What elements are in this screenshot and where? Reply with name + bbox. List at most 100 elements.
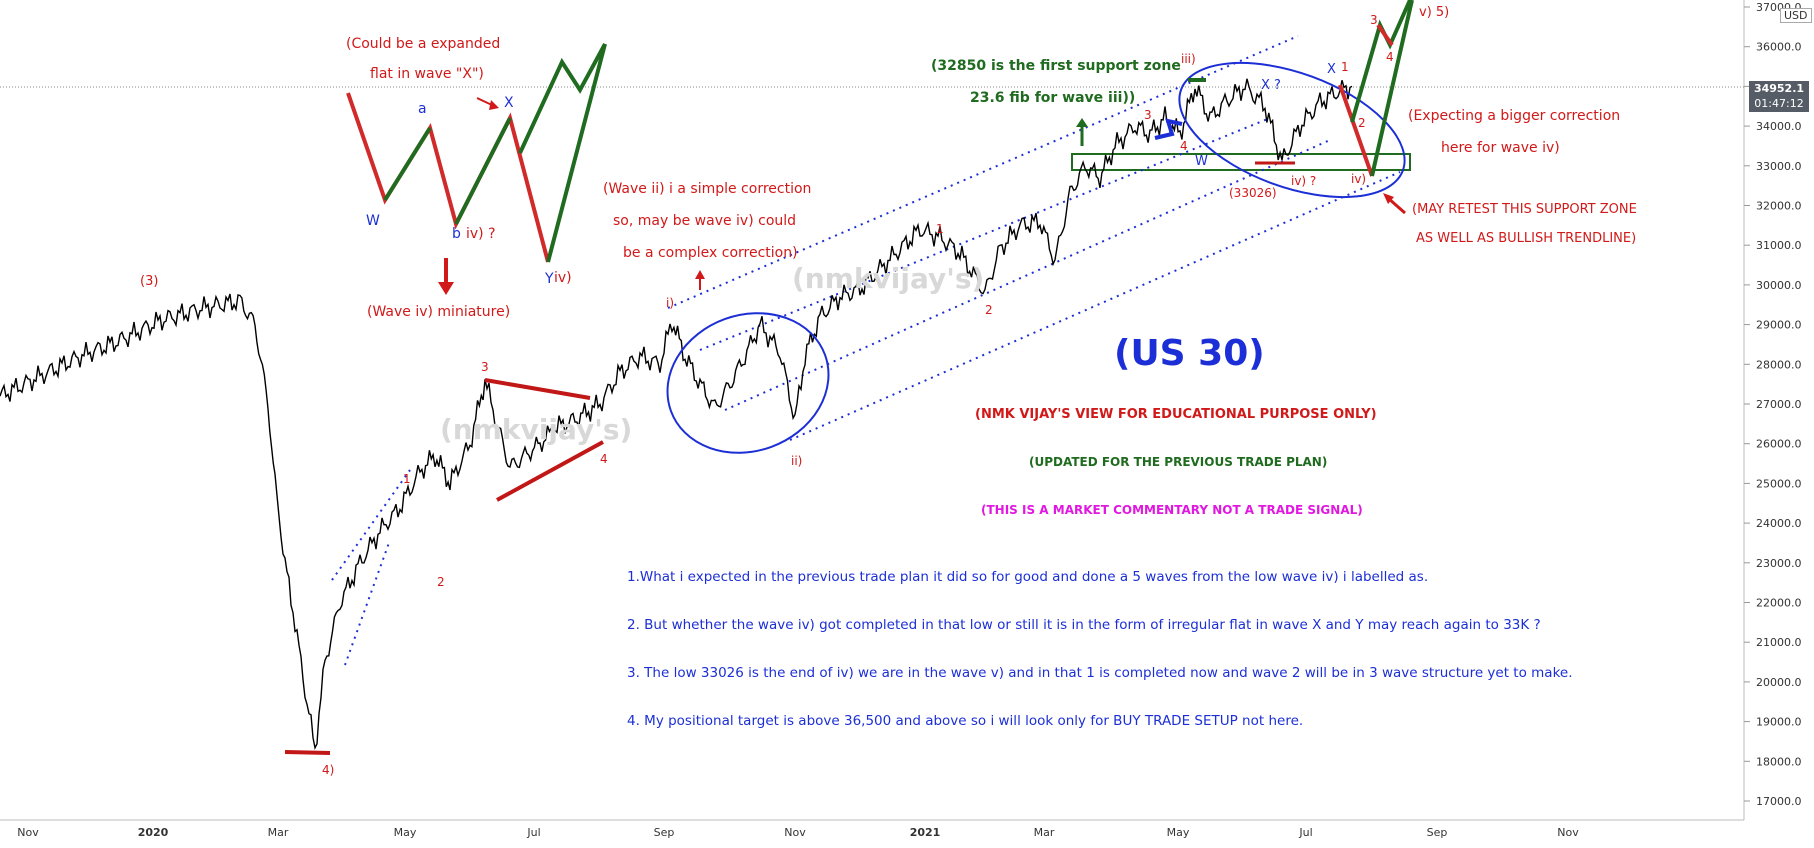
zigzag-green-1 xyxy=(383,126,432,202)
arrow-diagonal-red-icon xyxy=(476,97,499,110)
x-tick-label: Jul xyxy=(1298,826,1312,839)
wave-3b-label: 3 xyxy=(1144,108,1152,122)
wave-w-label: W xyxy=(366,213,380,229)
miniature-note: (Wave iv) miniature) xyxy=(367,304,511,320)
ellipse-wave-ii xyxy=(666,312,830,454)
arrow-up-icon xyxy=(695,270,705,290)
wave-4a-label: 4 xyxy=(600,452,608,466)
y-tick-label: 20000.0 xyxy=(1756,676,1802,689)
note-3: 3. The low 33026 is the end of iv) we ar… xyxy=(627,665,1573,681)
x-tick-label: Nov xyxy=(1557,826,1579,839)
wave-i-label: i) xyxy=(666,296,675,310)
y-tick-label: 17000.0 xyxy=(1756,795,1802,808)
note-1: 1.What i expected in the previous trade … xyxy=(627,569,1429,585)
y-tick-label: 26000.0 xyxy=(1756,438,1802,451)
channel-mid1 xyxy=(699,117,1271,351)
wave-4b-label: 4 xyxy=(1180,139,1188,153)
wave-iv-right-label: iv) xyxy=(1351,172,1367,186)
wave-2b-label: 2 xyxy=(985,303,993,317)
wave-y-label: Y xyxy=(545,271,554,287)
projection-green-2 xyxy=(1370,0,1414,177)
wave-b-iv-label: iv) ? xyxy=(466,226,496,242)
x-tick-label: May xyxy=(1167,826,1190,839)
y-axis: 37000.036000.035000.034000.033000.032000… xyxy=(1744,1,1802,808)
wave-ii-note-line2: so, may be wave iv) could xyxy=(613,213,797,229)
wave-x-right-label: X xyxy=(1327,62,1336,77)
wave-v5-label: v) 5) xyxy=(1419,5,1450,20)
support-note-line2: 23.6 fib for wave iii)) xyxy=(970,90,1136,106)
wave-x-label: X xyxy=(504,95,514,111)
x-tick-label: Jul xyxy=(526,826,540,839)
ellipse-wave-iv xyxy=(1178,61,1406,199)
watermark: (nmkvijay's) xyxy=(440,413,633,446)
x-tick-label: Mar xyxy=(1034,826,1055,839)
trend-2 xyxy=(344,539,391,666)
projection-green-1 xyxy=(1350,0,1412,123)
wave-ii-label: ii) xyxy=(791,454,803,468)
x-tick-label: May xyxy=(394,826,417,839)
y-tick-label: 29000.0 xyxy=(1756,319,1802,332)
wave-3-right-label: 3 xyxy=(1370,13,1378,27)
wave-w2-label: W xyxy=(1195,154,1208,169)
y-tick-label: 24000.0 xyxy=(1756,517,1802,530)
channel-upper xyxy=(667,35,1299,309)
expect-note-line2: here for wave iv) xyxy=(1441,140,1560,156)
x-tick-label: 2021 xyxy=(910,826,941,839)
commentary-note: (THIS IS A MARKET COMMENTARY NOT A TRADE… xyxy=(981,503,1363,517)
note-4: 4. My positional target is above 36,500 … xyxy=(627,713,1304,729)
last-price-tag: 34952.1 01:47:12 xyxy=(1749,81,1809,112)
view-note: (NMK VIJAY'S VIEW FOR EDUCATIONAL PURPOS… xyxy=(975,407,1377,422)
wave-1a-label: 1 xyxy=(403,472,411,486)
y-tick-label: 23000.0 xyxy=(1756,557,1802,570)
watermark: (nmkvijay's) xyxy=(792,262,985,295)
currency-badge[interactable]: USD xyxy=(1780,8,1812,23)
x-tick-label: Nov xyxy=(17,826,39,839)
arrow-down-icon xyxy=(438,258,454,295)
last-price-value: 34952.1 xyxy=(1753,82,1805,95)
countdown-value: 01:47:12 xyxy=(1754,97,1804,110)
y-tick-label: 34000.0 xyxy=(1756,120,1802,133)
x-tick-label: Sep xyxy=(654,826,675,839)
wave-a-label: a xyxy=(418,101,427,117)
wave-b-label: b xyxy=(452,226,461,242)
price-series-line xyxy=(0,78,1353,750)
y-tick-label: 21000.0 xyxy=(1756,636,1802,649)
wave-y-iv-label: iv) xyxy=(554,270,572,286)
retest-note-line1: (MAY RETEST THIS SUPPORT ZONE xyxy=(1412,202,1637,217)
arrow-diagonal-red-2-icon xyxy=(1383,193,1406,215)
wave-3a-label: 3 xyxy=(481,360,489,374)
retest-note-line2: AS WELL AS BULLISH TRENDLINE) xyxy=(1416,231,1637,246)
y-tick-label: 18000.0 xyxy=(1756,755,1802,768)
wave-3-big-label: (3) xyxy=(140,274,159,289)
arrow-up-green-icon xyxy=(1076,118,1088,146)
zigzag-green-2 xyxy=(454,117,512,225)
wave-2a-label: 2 xyxy=(437,575,445,589)
updated-note: (UPDATED FOR THE PREVIOUS TRADE PLAN) xyxy=(1029,455,1328,469)
triangle-bottom xyxy=(496,440,604,502)
low-marker xyxy=(284,750,331,755)
projection-red-2 xyxy=(1376,23,1394,47)
wave-ii-note-line1: (Wave ii) i a simple correction xyxy=(603,181,812,197)
wave-iii-label: iii) xyxy=(1181,52,1196,66)
flat-note-line2: flat in wave "X") xyxy=(370,66,484,82)
y-tick-label: 36000.0 xyxy=(1756,41,1802,54)
chart-title: (US 30) xyxy=(1114,333,1265,374)
y-tick-label: 27000.0 xyxy=(1756,398,1802,411)
wave-x-q-label: X ? xyxy=(1261,78,1281,93)
y-tick-label: 22000.0 xyxy=(1756,597,1802,610)
expect-note-line1: (Expecting a bigger correction xyxy=(1408,108,1621,124)
wave-1-right-label: 1 xyxy=(1341,60,1349,74)
x-tick-label: Nov xyxy=(784,826,806,839)
note-2: 2. But whether the wave iv) got complete… xyxy=(627,617,1541,633)
x-tick-label: 2020 xyxy=(138,826,169,839)
x-tick-label: Mar xyxy=(268,826,289,839)
channel-lower xyxy=(789,171,1401,441)
support-note-line1: (32850 is the first support zone xyxy=(931,58,1181,74)
y-tick-label: 31000.0 xyxy=(1756,239,1802,252)
projection-red-1 xyxy=(1338,84,1374,177)
triangle-top xyxy=(484,378,591,400)
y-tick-label: 19000.0 xyxy=(1756,716,1802,729)
wave-4big-label: 4) xyxy=(322,763,335,777)
y-tick-label: 32000.0 xyxy=(1756,200,1802,213)
